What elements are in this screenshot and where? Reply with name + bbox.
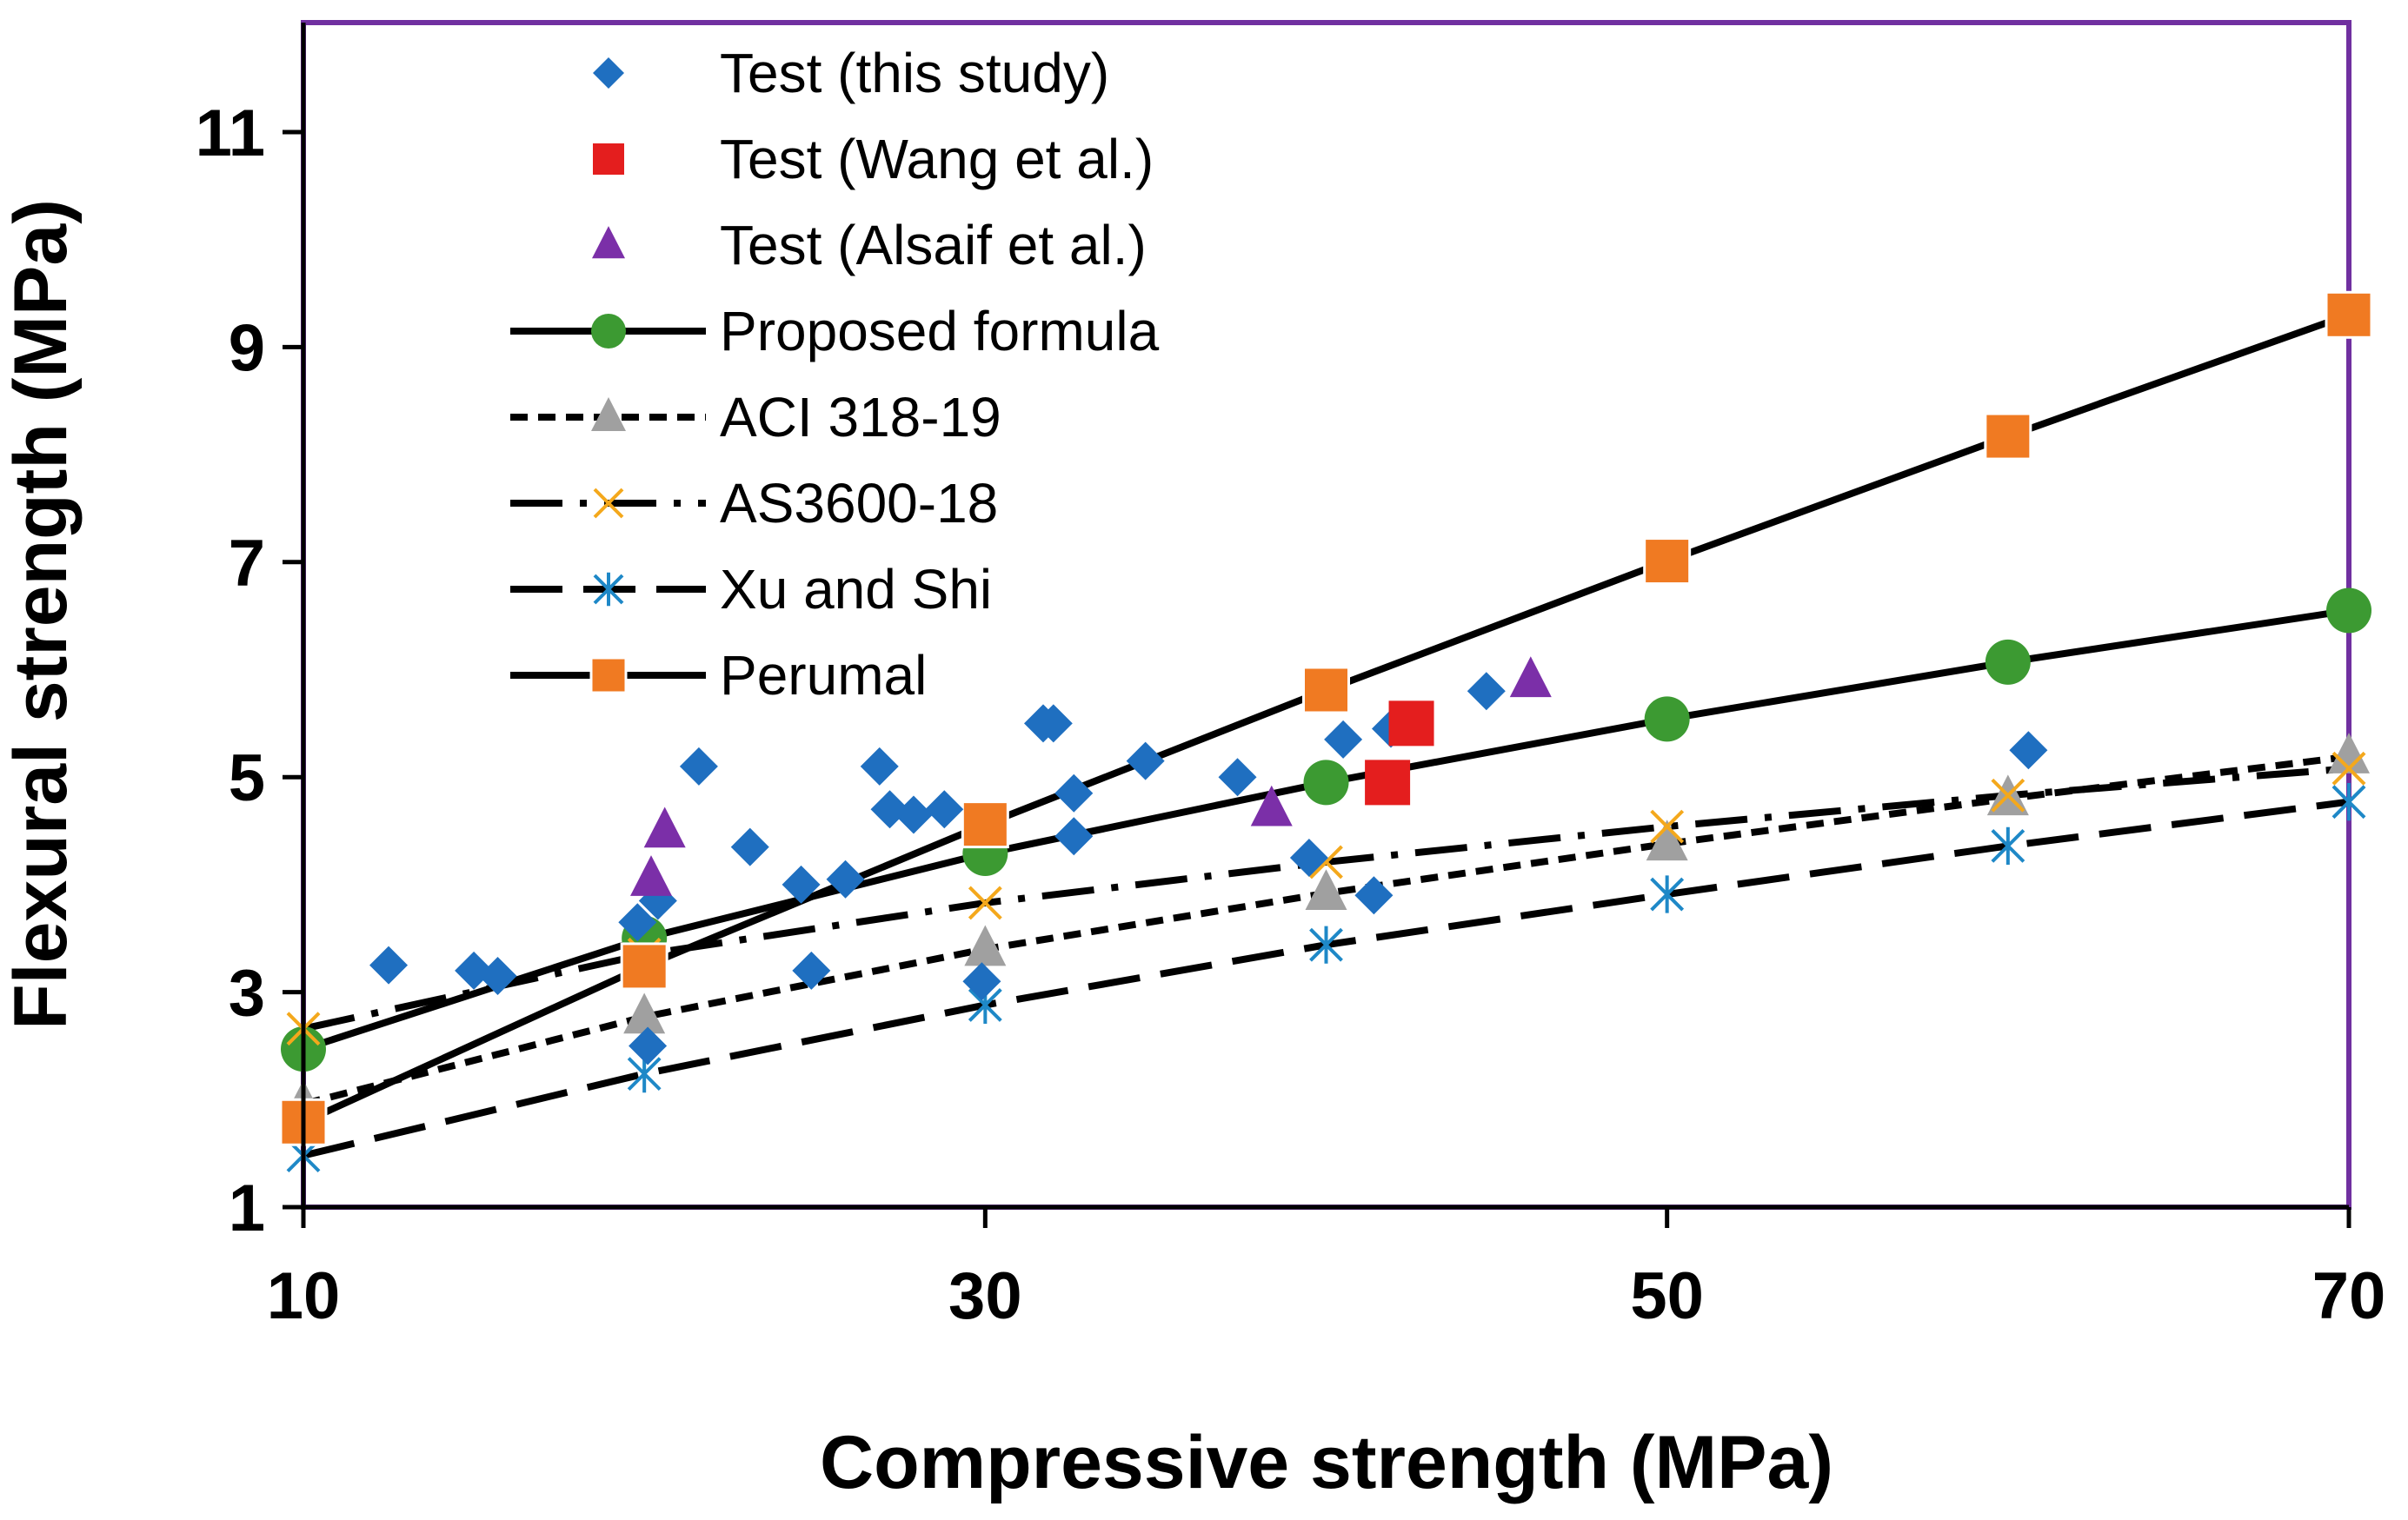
data-point-xu-and-shi	[1650, 875, 1685, 913]
data-point-test-this-study	[679, 747, 718, 786]
data-point-test-alsaif-et-al	[1509, 656, 1552, 698]
legend-marker-proposed-formula	[591, 314, 626, 348]
data-point-test-this-study	[1324, 720, 1363, 759]
data-point-test-this-study	[782, 865, 821, 904]
data-point-xu-and-shi	[1991, 826, 2026, 865]
data-point-test-alsaif-et-al	[643, 806, 686, 848]
legend-label-as3600-18: AS3600-18	[720, 472, 998, 534]
y-tick-label: 7	[229, 527, 265, 601]
legend-marker-as3600-18	[593, 488, 624, 519]
legend-marker-test-this-study	[593, 57, 624, 89]
legend-marker-perumal	[589, 656, 628, 694]
data-point-aci-318-19	[2328, 733, 2370, 773]
data-point-proposed-formula	[1985, 639, 2031, 685]
data-point-as3600-18	[2332, 751, 2366, 786]
legend-label-perumal: Perumal	[720, 644, 927, 707]
legend-label-test-this-study: Test (this study)	[720, 42, 1109, 104]
data-point-perumal	[961, 800, 1009, 849]
data-point-perumal	[1984, 412, 2032, 461]
data-point-test-this-study	[962, 962, 1001, 1001]
y-tick-label: 5	[229, 741, 265, 815]
legend: Test (this study) Test (Wang et al.) Test …	[510, 42, 1160, 707]
y-tick-label: 11	[196, 96, 265, 170]
data-point-aci-318-19	[1305, 869, 1347, 910]
data-point-test-this-study	[618, 903, 657, 942]
data-point-test-this-study	[1218, 758, 1257, 797]
data-point-aci-318-19	[1646, 820, 1688, 861]
data-point-test-this-study	[826, 860, 865, 899]
data-point-test-this-study	[792, 951, 831, 990]
data-point-proposed-formula	[2326, 587, 2371, 634]
data-point-test-this-study	[1289, 838, 1328, 877]
axes: 1 3 5 7 9 11 10 30 50 70	[196, 23, 2386, 1333]
data-point-as3600-18	[1650, 809, 1685, 844]
data-point-perumal	[1302, 666, 1350, 714]
data-point-test-this-study	[1354, 876, 1394, 915]
legend-label-aci-318-19: ACI 318-19	[720, 386, 1001, 448]
y-tick-label: 9	[229, 311, 265, 385]
legend-label-test-alsaif-et-al: Test (Alsaif et al.)	[720, 214, 1147, 276]
data-point-test-this-study	[1054, 773, 1094, 813]
data-point-test-this-study	[1054, 817, 1094, 856]
x-tick-label: 30	[948, 1259, 1022, 1333]
data-point-as3600-18	[1991, 778, 2026, 813]
y-axis-title: Flexural strength (MPa)	[0, 199, 83, 1030]
data-point-test-this-study	[629, 1026, 668, 1065]
data-point-test-this-study	[1467, 672, 1506, 711]
x-axis-title: Compressive strength (MPa)	[820, 1421, 1833, 1504]
legend-marker-test-alsaif-et-al	[592, 226, 625, 259]
x-tick-label: 70	[2312, 1259, 2386, 1333]
data-point-test-this-study	[860, 747, 899, 786]
data-point-test-this-study	[369, 946, 409, 985]
legend-label-test-wang-et-al: Test (Wang et al.)	[720, 128, 1154, 190]
data-point-perumal	[1643, 537, 1692, 586]
legend-marker-aci-318-19	[591, 397, 626, 431]
x-tick-label: 50	[1630, 1259, 1704, 1333]
data-point-proposed-formula	[1303, 760, 1349, 806]
data-point-proposed-formula	[1644, 696, 1690, 742]
y-tick-label: 1	[229, 1172, 265, 1245]
data-point-test-wang-et-al	[1365, 760, 1411, 806]
data-point-as3600-18	[968, 886, 1002, 920]
legend-label-xu-and-shi: Xu and Shi	[720, 558, 992, 621]
series-markers	[279, 290, 2373, 1175]
data-point-aci-318-19	[964, 925, 1007, 966]
data-point-test-this-study	[1034, 704, 1073, 743]
data-point-test-wang-et-al	[1388, 700, 1434, 747]
data-point-test-this-study	[638, 881, 677, 920]
data-point-test-this-study	[2009, 731, 2048, 770]
data-point-test-alsaif-et-al	[1250, 785, 1293, 826]
data-point-test-this-study	[730, 827, 769, 866]
data-point-test-alsaif-et-al	[630, 855, 673, 896]
data-point-test-this-study	[1126, 741, 1165, 780]
series-lines	[302, 311, 2351, 1159]
data-point-test-this-study	[925, 790, 964, 829]
legend-marker-test-wang-et-al	[593, 143, 624, 175]
data-point-xu-and-shi	[2332, 783, 2366, 821]
data-point-perumal	[620, 942, 669, 991]
plot-frame	[301, 20, 2351, 1210]
data-point-aci-318-19	[623, 992, 666, 1034]
data-point-test-this-study	[894, 795, 933, 834]
x-tick-label: 10	[267, 1259, 341, 1333]
data-point-xu-and-shi	[1309, 926, 1343, 964]
data-point-test-this-study	[478, 957, 517, 996]
y-tick-label: 3	[229, 957, 265, 1031]
legend-marker-xu-and-shi	[593, 572, 624, 607]
legend-label-proposed-formula: Proposed formula	[720, 300, 1160, 362]
series-line-perumal	[302, 311, 2351, 1125]
data-point-perumal	[2325, 290, 2373, 339]
